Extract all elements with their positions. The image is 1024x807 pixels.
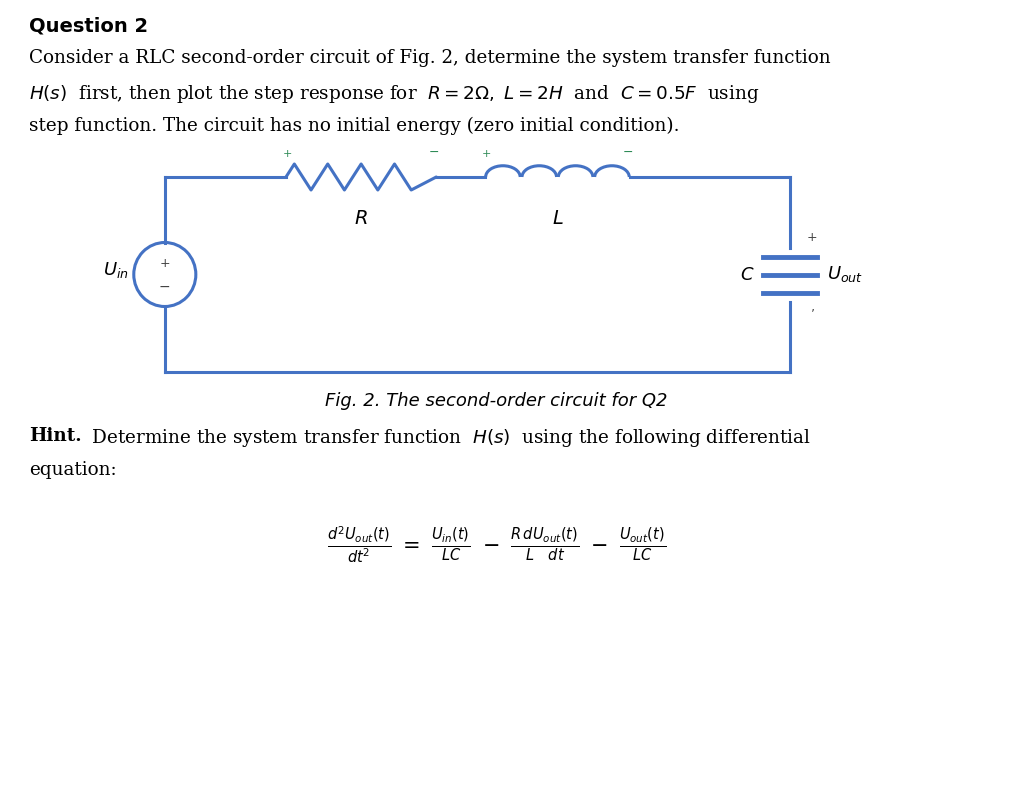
Text: −: − xyxy=(623,146,634,159)
Text: +: + xyxy=(284,149,293,159)
Text: ’: ’ xyxy=(810,307,814,320)
Text: $U_{in}$: $U_{in}$ xyxy=(103,261,129,281)
Text: −: − xyxy=(159,279,171,294)
Text: +: + xyxy=(160,257,170,270)
Text: R: R xyxy=(354,209,368,228)
Text: Fig. 2. The second-order circuit for Q2: Fig. 2. The second-order circuit for Q2 xyxy=(325,392,668,410)
Text: +: + xyxy=(482,149,492,159)
Text: $U_{out}$: $U_{out}$ xyxy=(827,265,863,285)
Text: $\frac{d^2U_{out}(t)}{dt^2}\ =\ \frac{U_{in}(t)}{LC}\ -\ \frac{R\,dU_{out}(t)}{L: $\frac{d^2U_{out}(t)}{dt^2}\ =\ \frac{U_… xyxy=(327,525,666,566)
Text: +: + xyxy=(807,231,818,244)
Text: Hint.: Hint. xyxy=(29,427,82,445)
Text: equation:: equation: xyxy=(29,461,117,479)
Text: $H(s)$  first, then plot the step response for  $R = 2\Omega,\ L = 2H$  and  $C : $H(s)$ first, then plot the step respons… xyxy=(29,83,759,105)
Text: L: L xyxy=(552,209,563,228)
Text: step function. The circuit has no initial energy (zero initial condition).: step function. The circuit has no initia… xyxy=(29,117,680,136)
Text: Consider a RLC second-order circuit of Fig. 2, determine the system transfer fun: Consider a RLC second-order circuit of F… xyxy=(29,49,830,67)
Text: C: C xyxy=(740,266,754,283)
Text: Determine the system transfer function  $H(s)$  using the following differential: Determine the system transfer function $… xyxy=(86,427,811,449)
Text: −: − xyxy=(429,146,439,159)
Text: Question 2: Question 2 xyxy=(29,17,148,36)
